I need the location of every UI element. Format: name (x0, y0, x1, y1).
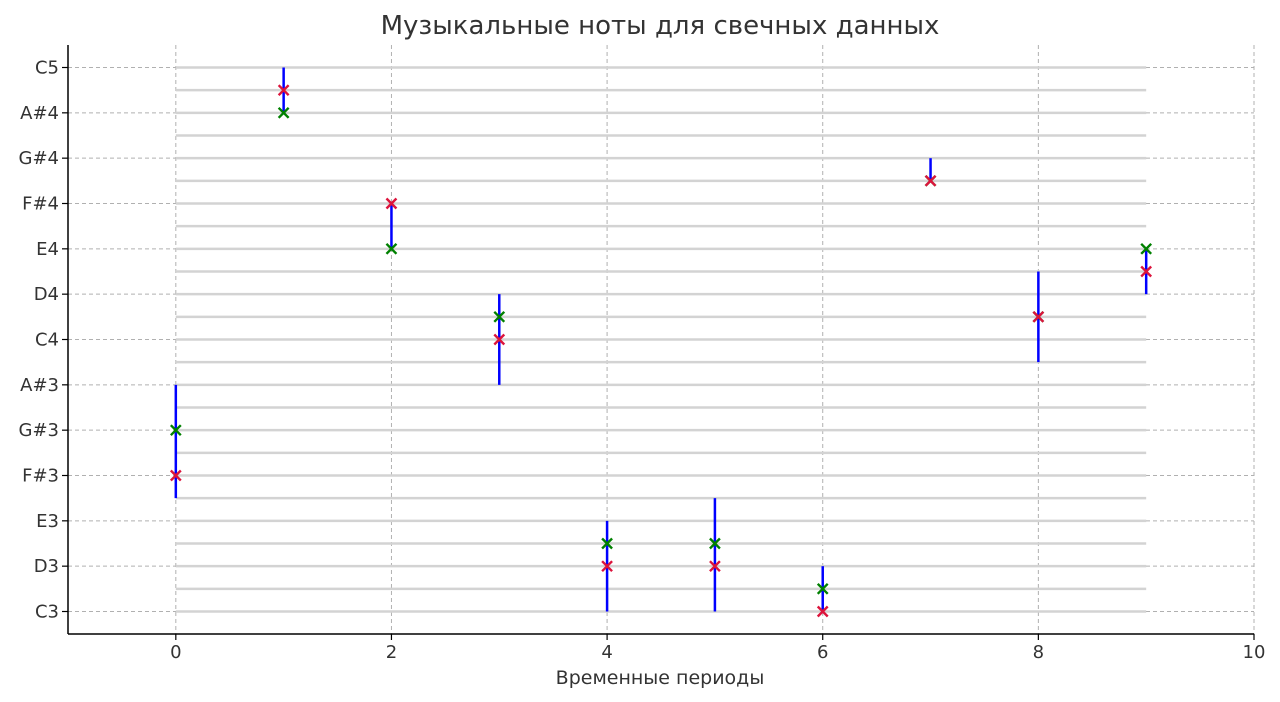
open-marker (385, 197, 398, 210)
close-marker (493, 310, 506, 323)
open-marker-stroke (601, 560, 613, 573)
staff-lines (175, 66, 1147, 613)
candle-markers (169, 84, 1153, 618)
open-marker (493, 333, 506, 346)
close-marker (277, 106, 290, 119)
y-tick-label: C3 (35, 602, 59, 623)
x-tick-label: 4 (601, 642, 612, 663)
y-tick-label: G#4 (19, 148, 59, 169)
close-marker (816, 582, 829, 595)
y-tick-label: G#3 (19, 420, 59, 441)
close-marker-stroke (169, 424, 182, 437)
close-marker (385, 242, 398, 255)
y-tick-label: C4 (35, 330, 59, 351)
open-marker (601, 560, 613, 573)
axes (62, 45, 1255, 640)
y-tick-label: A#3 (20, 375, 59, 396)
open-marker-stroke (385, 197, 398, 210)
y-tick-label: A#4 (20, 103, 59, 124)
y-tick-label: E3 (36, 511, 59, 532)
x-tick-label: 10 (1243, 642, 1266, 663)
open-marker (1032, 310, 1045, 323)
y-tick-label: E4 (36, 239, 59, 260)
x-axis-label: Временные периоды (556, 667, 765, 689)
close-marker (169, 424, 182, 437)
open-marker (816, 605, 829, 618)
close-marker-stroke (493, 310, 506, 323)
open-marker (924, 174, 937, 187)
open-marker (709, 560, 721, 573)
open-marker-stroke (169, 469, 182, 482)
x-tick-label: 2 (386, 642, 397, 663)
close-marker-stroke (709, 537, 721, 550)
close-marker-stroke (816, 582, 829, 595)
open-marker-stroke (277, 84, 290, 97)
x-tick-label: 8 (1033, 642, 1044, 663)
open-marker-stroke (1140, 265, 1153, 278)
y-tick-label: F#3 (22, 466, 59, 487)
y-tick-labels: C3 D3 E3 F#3 G#3 A#3 C4 D4 E4 F#4 G#4 A#4 C5 (19, 58, 59, 623)
open-marker-stroke (816, 605, 829, 618)
y-tick-label: C5 (35, 58, 59, 79)
close-marker (709, 537, 721, 550)
open-marker-stroke (709, 560, 721, 573)
open-marker-stroke (1032, 310, 1045, 323)
close-marker-stroke (385, 242, 398, 255)
x-tick-label: 0 (170, 642, 181, 663)
close-marker (601, 537, 613, 550)
x-tick-label: 6 (817, 642, 828, 663)
y-tick-label: D3 (34, 556, 59, 577)
open-marker (1140, 265, 1153, 278)
close-marker (1140, 242, 1153, 255)
open-marker-stroke (493, 333, 506, 346)
open-marker (169, 469, 182, 482)
close-marker-stroke (277, 106, 290, 119)
open-marker-stroke (924, 174, 937, 187)
open-marker (277, 84, 290, 97)
chart-title: Музыкальные ноты для свечных данных (381, 11, 940, 41)
y-tick-label: D4 (34, 284, 59, 305)
x-tick-labels: 0 2 4 6 8 10 (170, 642, 1265, 663)
close-marker-stroke (601, 537, 613, 550)
y-tick-label: F#4 (22, 194, 59, 215)
close-marker-stroke (1140, 242, 1153, 255)
